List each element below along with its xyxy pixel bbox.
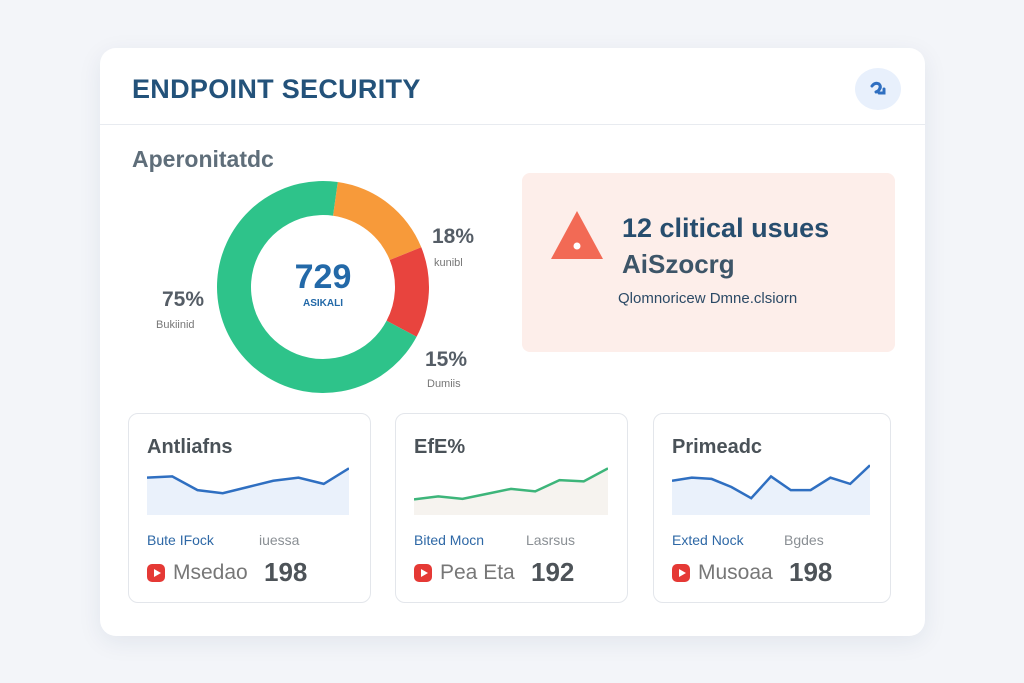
segment-pct-2: 15% (425, 348, 468, 371)
sparkline-line (414, 467, 608, 501)
sparkline-area (414, 468, 608, 515)
segment-pct-0: 75% (162, 288, 205, 311)
segment-label-0: Bukiinid (156, 319, 195, 331)
header-divider (100, 124, 925, 125)
endpoint-security-panel: ENDPOINT SECURITY Aperonitatdc 729 ASIKA… (100, 48, 925, 636)
refresh-button[interactable] (855, 68, 901, 110)
alert-subtitle: AiSzocrg (622, 249, 735, 279)
alert-badge-icon (672, 564, 690, 582)
sparkline-chart (672, 464, 870, 515)
metric-label: Msedao (173, 561, 248, 584)
metric-key: Exted Nock (672, 532, 744, 548)
sparkline-line (147, 467, 349, 495)
segment-label-1: kunibl (434, 257, 463, 269)
metric-card-0[interactable]: Antliafns Bute IFock iuessa Msedao 198 (128, 413, 371, 603)
sparkline-line (672, 464, 870, 500)
metric-label: Musoaa (698, 561, 773, 584)
metric-key-secondary: Bgdes (784, 532, 824, 548)
metric-value: 198 (789, 557, 833, 587)
metric-key: Bited Mocn (414, 532, 485, 548)
metric-key: Bute IFock (147, 532, 214, 548)
page-title: ENDPOINT SECURITY (132, 74, 421, 104)
warning-triangle-icon (551, 211, 603, 259)
metric-title: EfE% (414, 436, 466, 458)
alert-description: Qlomnoricew Dmne.clsiorn (618, 290, 798, 307)
segment-pct-1: 18% (432, 225, 475, 248)
redo-arrow-icon (870, 81, 886, 95)
critical-issues-alert[interactable]: 12 clitical usues AiSzocrg Qlomnoricew D… (522, 173, 895, 352)
endpoint-donut-chart (217, 181, 429, 393)
sparkline-chart (414, 467, 608, 515)
metric-card-2[interactable]: Primeadc Exted Nock Bgdes Musoaa 198 (653, 413, 891, 603)
alert-badge-icon (414, 564, 432, 582)
metric-title: Primeadc (672, 436, 763, 458)
donut-segment-1 (333, 182, 422, 261)
donut-total: 729 (294, 258, 352, 296)
metric-key-secondary: iuessa (259, 532, 300, 548)
donut-total-label: ASIKALI (303, 298, 343, 309)
sparkline-area (672, 465, 870, 515)
alert-title: 12 clitical usues (622, 213, 830, 243)
metric-value: 198 (264, 557, 308, 587)
sparkline-area (147, 468, 349, 515)
metric-value: 192 (531, 557, 575, 587)
donut-segment-0 (217, 181, 417, 393)
segment-label-2: Dumiis (427, 378, 461, 390)
metric-key-secondary: Lasrsus (526, 532, 576, 548)
sparkline-chart (147, 467, 349, 515)
donut-segment-2 (386, 247, 429, 337)
alert-badge-icon (147, 564, 165, 582)
metric-card-1[interactable]: EfE% Bited Mocn Lasrsus Pea Eta 192 (395, 413, 628, 603)
metric-title: Antliafns (147, 436, 233, 458)
overview-title: Aperonitatdc (132, 146, 274, 172)
metric-label: Pea Eta (440, 561, 515, 584)
